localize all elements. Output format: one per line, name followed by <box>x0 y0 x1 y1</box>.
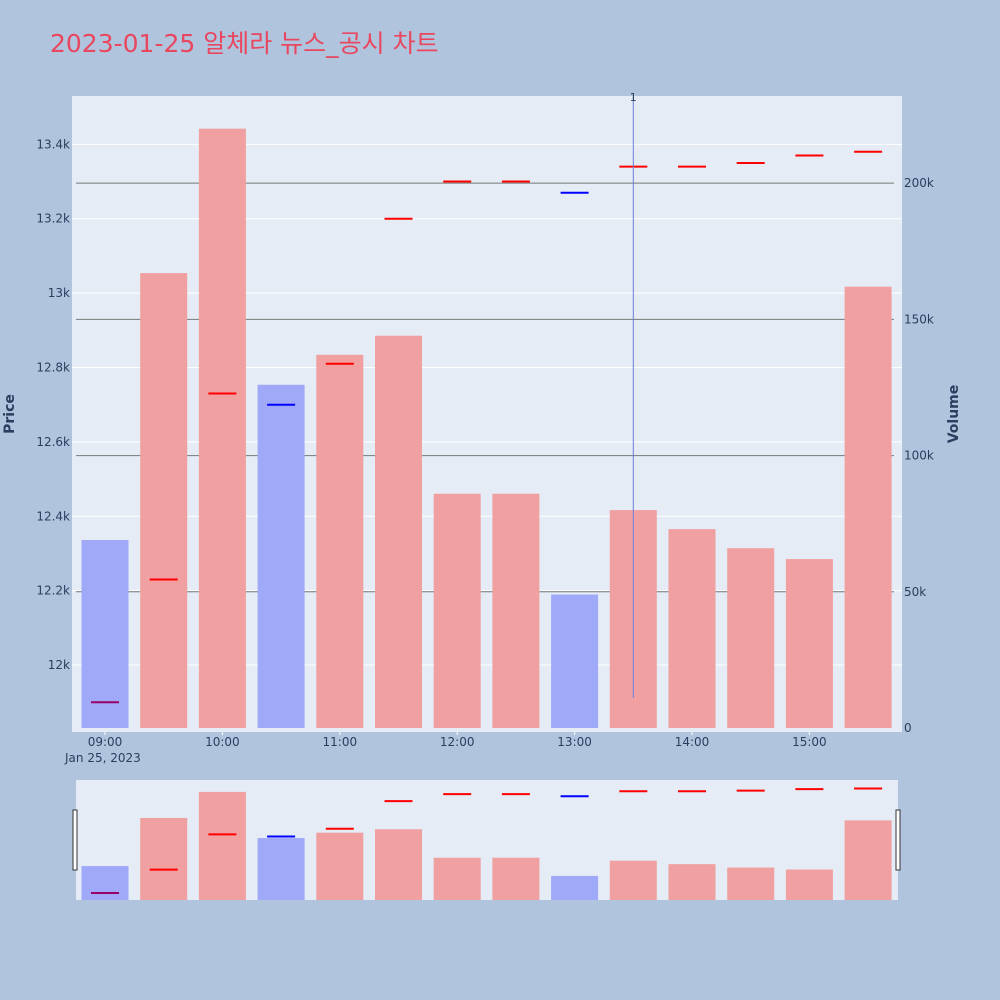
x-tick-label: 14:00 <box>675 735 710 749</box>
volume-bar <box>198 128 246 729</box>
volume-tick-label: 50k <box>904 585 926 599</box>
price-tick-label: 13.2k <box>36 212 70 226</box>
price-tick-label: 12.6k <box>36 435 70 449</box>
slider-volume-bar <box>609 860 657 900</box>
volume-bar <box>81 540 129 728</box>
price-tick-label: 12.4k <box>36 509 70 523</box>
slider-left-handle[interactable] <box>72 809 78 871</box>
price-tick-label: 12.8k <box>36 361 70 375</box>
x-tick-label: 12:00 <box>440 735 475 749</box>
slider-volume-bar <box>727 867 775 900</box>
volume-bar <box>492 493 540 728</box>
volume-bar <box>375 335 422 728</box>
volume-tick-label: 200k <box>904 176 934 190</box>
price-tick-label: 12k <box>48 658 70 672</box>
volume-bar <box>257 384 305 728</box>
volume-tick-label: 100k <box>904 449 934 463</box>
slider-volume-bar <box>257 838 305 900</box>
x-tick-label: 15:00 <box>792 735 827 749</box>
plot-area <box>72 96 902 732</box>
slider-right-handle[interactable] <box>895 809 901 871</box>
slider-volume-bar <box>81 866 129 900</box>
x-tick-label: 13:00 <box>557 735 592 749</box>
volume-bar <box>785 559 833 728</box>
x-tick-label: 09:00 <box>88 735 123 749</box>
slider-volume-bar <box>375 829 422 900</box>
date-label: Jan 25, 2023 <box>64 751 141 765</box>
slider-volume-bar <box>198 791 246 900</box>
annotation-label: 1 <box>630 91 637 104</box>
volume-tick-label: 0 <box>904 721 912 735</box>
x-tick-label: 10:00 <box>205 735 240 749</box>
volume-bar <box>433 493 481 728</box>
x-tick-label: 11:00 <box>323 735 358 749</box>
volume-bar <box>727 548 775 728</box>
volume-bar <box>140 273 188 728</box>
chart-title: 2023-01-25 알체라 뉴스_공시 차트 <box>50 29 439 58</box>
volume-bar <box>844 286 892 728</box>
volume-bar <box>316 354 364 728</box>
price-tick-label: 13k <box>48 286 70 300</box>
slider-volume-bar <box>492 857 540 900</box>
volume-tick-label: 150k <box>904 312 934 326</box>
slider-volume-bar <box>551 875 599 900</box>
slider-volume-bar <box>140 817 188 900</box>
slider-volume-bar <box>844 820 892 900</box>
slider-volume-bar <box>668 864 716 900</box>
slider-volume-bar <box>433 857 481 900</box>
slider-volume-bar <box>785 869 833 900</box>
y-axis-title: Price <box>2 394 18 434</box>
price-tick-label: 13.4k <box>36 137 70 151</box>
price-tick-label: 12.2k <box>36 584 70 598</box>
slider-volume-bar <box>316 832 364 900</box>
volume-bar <box>551 594 599 728</box>
y2-axis-title: Volume <box>946 385 962 444</box>
volume-bar <box>668 529 716 728</box>
